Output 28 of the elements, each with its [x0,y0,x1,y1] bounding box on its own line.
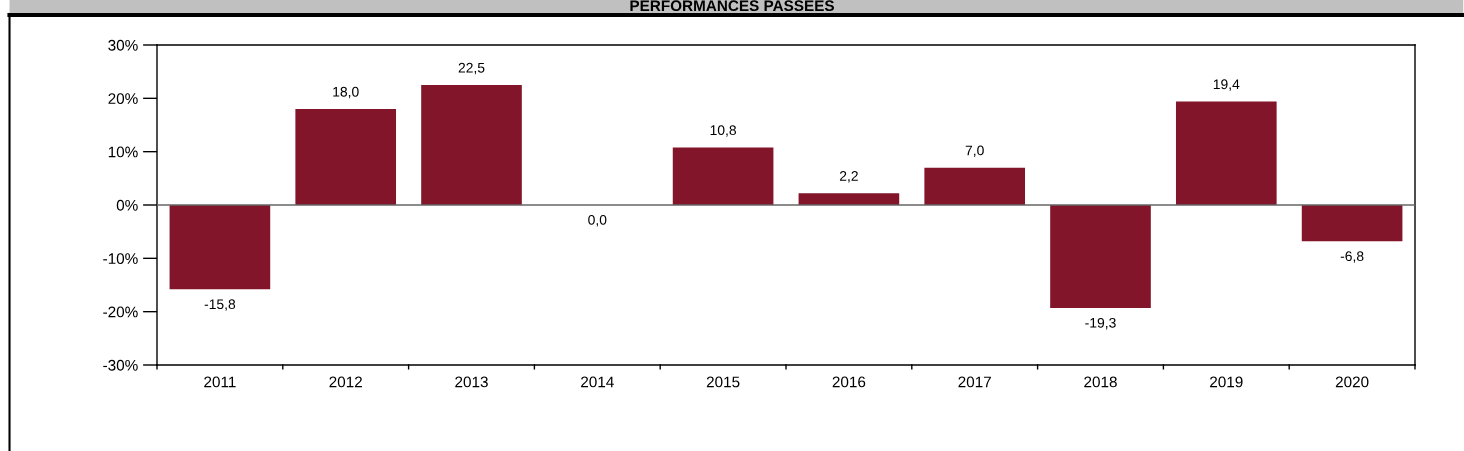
y-tick-label: -10% [103,253,138,265]
x-tick-label: 2019 [1210,376,1243,388]
data-label: 0,0 [588,214,607,227]
y-tick-label: 10% [108,146,138,158]
data-label: -6,8 [1340,251,1364,263]
x-tick-label: 2017 [958,376,991,388]
data-label: 18,0 [333,86,359,99]
x-tick-label: 2012 [329,376,362,388]
x-tick-label: 2011 [204,376,236,388]
data-label: 2,2 [839,171,858,183]
y-tick-label: 20% [108,93,138,105]
y-tick-label: -30% [103,359,138,371]
data-label: 19,4 [1213,79,1240,91]
data-label: -15,8 [204,299,236,311]
data-label: 10,8 [710,125,737,137]
x-tick-label: 2020 [1335,376,1369,388]
x-tick-label: 2015 [706,376,740,388]
data-label: -19,3 [1085,317,1116,330]
x-tick-label: 2014 [581,376,614,388]
data-label: 22,5 [458,62,485,75]
data-label: 7,0 [965,145,984,157]
y-tick-label: 0% [116,199,138,211]
y-tick-label: 30% [108,39,138,51]
chart-title: PERFORMANCES PASSEES [630,0,834,12]
x-tick-label: 2018 [1084,376,1117,388]
y-tick-label: -20% [103,306,138,318]
x-tick-label: 2016 [832,376,866,388]
x-tick-label: 2013 [455,376,488,388]
